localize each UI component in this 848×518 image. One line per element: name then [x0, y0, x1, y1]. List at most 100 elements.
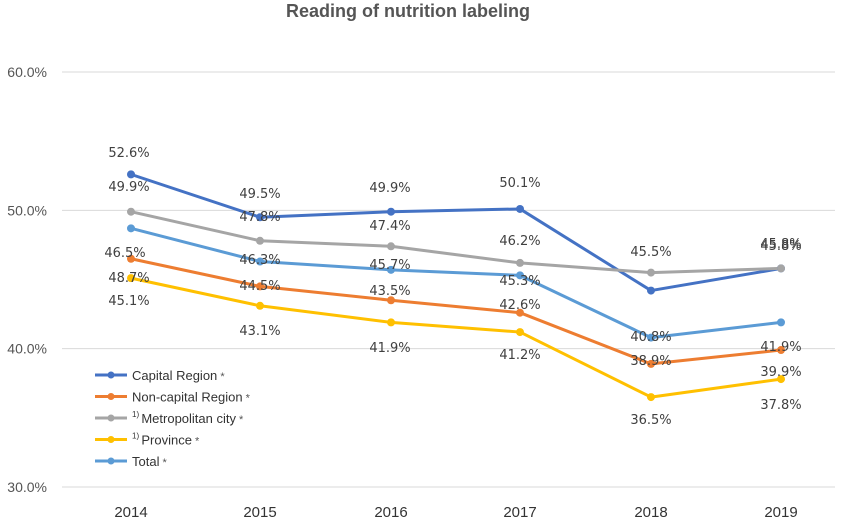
data-point: [647, 333, 655, 342]
data-point: [256, 301, 264, 310]
data-point: [647, 286, 655, 295]
data-label: 47.8%: [239, 210, 280, 225]
data-point: [127, 224, 135, 233]
legend-marker: *: [217, 371, 225, 383]
legend-swatch-marker: [107, 371, 115, 379]
x-tick-label: 2018: [634, 504, 667, 518]
data-label: 46.3%: [239, 253, 280, 268]
y-tick-label: 60.0%: [7, 64, 47, 80]
data-point: [256, 257, 264, 266]
data-label: 46.5%: [104, 246, 145, 261]
data-point: [387, 207, 395, 216]
data-label: 41.9%: [760, 340, 801, 355]
chart-title: Reading of nutrition labeling: [286, 1, 530, 21]
data-label: 38.9%: [630, 354, 671, 369]
data-point: [516, 271, 524, 280]
data-point: [647, 359, 655, 368]
data-label: 45.3%: [499, 274, 540, 289]
x-tick-label: 2014: [114, 504, 147, 518]
series-line: [130, 276, 782, 399]
legend-marker: *: [159, 457, 167, 469]
series-lines: [130, 172, 782, 399]
legend-marker: *: [243, 393, 251, 405]
data-label: 48.7%: [108, 271, 149, 286]
data-point: [647, 393, 655, 402]
data-label: 45.8%: [760, 237, 801, 252]
data-point: [127, 170, 135, 179]
x-axis-ticks: 2014 2015 2016 2017 2018 2019: [114, 504, 797, 518]
legend-superscript: 1): [132, 432, 141, 441]
data-label: 41.9%: [369, 341, 410, 356]
legend-label: Capital Region *: [132, 368, 225, 383]
data-label: 49.9%: [369, 181, 410, 196]
legend-name: Province: [141, 433, 192, 448]
data-point: [127, 207, 135, 216]
y-tick-label: 40.0%: [7, 341, 47, 357]
data-point: [256, 282, 264, 291]
data-point: [516, 308, 524, 317]
series-line: [130, 210, 782, 275]
y-tick-label: 50.0%: [7, 202, 47, 218]
data-point: [387, 242, 395, 251]
data-point: [777, 264, 785, 273]
data-label: 45.1%: [108, 294, 149, 309]
data-label: 43.5%: [369, 284, 410, 299]
legend-swatch-marker: [107, 414, 115, 422]
data-label: 45.8%: [760, 239, 801, 254]
data-label: 41.2%: [499, 348, 540, 363]
data-label: 52.6%: [108, 146, 149, 161]
data-label: 47.4%: [369, 219, 410, 234]
data-point: [777, 375, 785, 384]
legend-name: Metropolitan city: [141, 411, 236, 426]
data-label: 50.1%: [499, 176, 540, 191]
y-axis-ticks: 30.0% 40.0% 50.0% 60.0%: [7, 64, 47, 495]
legend-label: Non-capital Region *: [132, 390, 251, 405]
data-label: 42.6%: [499, 298, 540, 313]
legend-label: 1) Province *: [132, 432, 200, 448]
data-label: 40.8%: [630, 330, 671, 345]
data-label: 45.7%: [369, 258, 410, 273]
x-tick-label: 2016: [374, 504, 407, 518]
y-tick-label: 30.0%: [7, 479, 47, 495]
data-point: [387, 296, 395, 305]
series-points: [127, 170, 785, 402]
x-tick-label: 2017: [503, 504, 536, 518]
data-point: [777, 346, 785, 355]
data-point: [127, 254, 135, 263]
data-label: 49.5%: [239, 187, 280, 202]
data-labels: 52.6% 49.5% 49.9% 50.1% 45.8% 46.5% 44.5% 43.5%…: [104, 146, 801, 428]
data-label: 46.2%: [499, 234, 540, 249]
data-point: [387, 318, 395, 327]
data-label: 39.9%: [760, 365, 801, 380]
data-label: 43.1%: [239, 324, 280, 339]
data-point: [127, 274, 135, 283]
data-point: [256, 236, 264, 245]
data-point: [516, 258, 524, 267]
legend-swatch-marker: [107, 457, 115, 465]
data-point: [647, 268, 655, 277]
x-tick-label: 2015: [243, 504, 276, 518]
data-label: 44.5%: [239, 279, 280, 294]
data-point: [516, 328, 524, 337]
data-label: 36.5%: [630, 413, 671, 428]
data-point: [387, 265, 395, 274]
series-line: [130, 257, 782, 366]
data-point: [777, 318, 785, 327]
x-tick-label: 2019: [764, 504, 797, 518]
legend-label: 1) Metropolitan city *: [132, 410, 244, 426]
series-line: [130, 226, 782, 340]
series-line: [130, 172, 782, 293]
data-label: 49.9%: [108, 180, 149, 195]
legend-swatch-marker: [107, 393, 115, 400]
data-label: 37.8%: [760, 398, 801, 413]
data-point: [256, 213, 264, 222]
legend-label: Total *: [132, 454, 168, 469]
legend-superscript: 1): [132, 410, 141, 419]
legend-swatch-marker: [107, 436, 115, 443]
legend-marker: *: [192, 436, 200, 448]
data-label: 45.5%: [630, 245, 671, 260]
legend: Capital Region * Non-capital Region * 1) M…: [95, 368, 251, 469]
data-point: [516, 204, 524, 213]
legend-marker: *: [236, 414, 244, 426]
